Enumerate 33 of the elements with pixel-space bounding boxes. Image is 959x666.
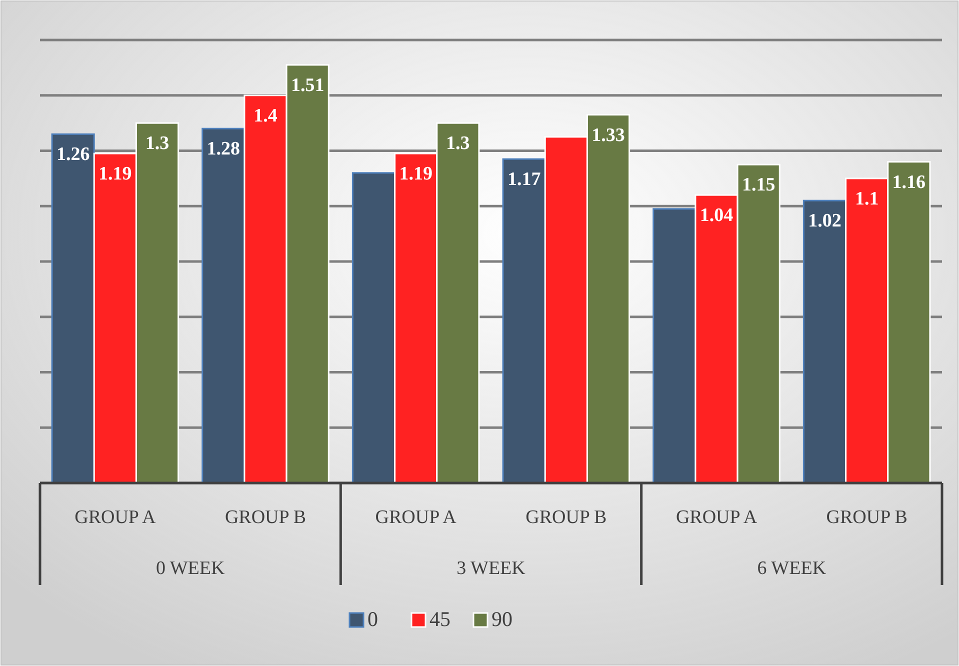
data-label: 1.17 [507,169,542,190]
data-label: 1.16 [892,172,926,193]
x-tick-label: GROUP A [375,507,457,528]
x-tick-label: GROUP A [676,507,758,528]
text: 0 WEEK [156,558,225,579]
x-tick-label: GROUP A [74,507,156,528]
data-label: 1.02 [808,210,842,232]
legend-label: 90 [492,607,512,631]
data-label: 1.1 [854,188,879,210]
data-label: 1.3 [145,133,170,154]
legend-label: 45 [430,607,450,631]
legend-label: 0 [368,607,378,631]
bar [502,158,546,484]
x-tick-label: GROUP B [826,507,908,528]
data-label: 1.15 [742,174,776,196]
x-tick-label: GROUP B [526,507,607,528]
bar [352,172,396,484]
bar [51,133,95,484]
data-label: 1.33 [592,124,625,146]
data-label: 1.19 [399,164,432,185]
data-label: 1.4 [254,105,278,126]
data-label: 1.19 [98,164,132,185]
bar [802,200,847,484]
text: 3 WEEK [456,558,526,579]
text: 6 WEEK [757,558,826,579]
data-label: 1.28 [206,138,240,160]
bar [652,208,696,484]
data-label: 1.51 [290,74,324,96]
x-tick-label: GROUP B [224,507,306,528]
data-label: 1.04 [700,205,734,226]
data-label: 1.26 [56,144,90,166]
bar [202,128,246,484]
data-label: 1.3 [446,133,470,154]
